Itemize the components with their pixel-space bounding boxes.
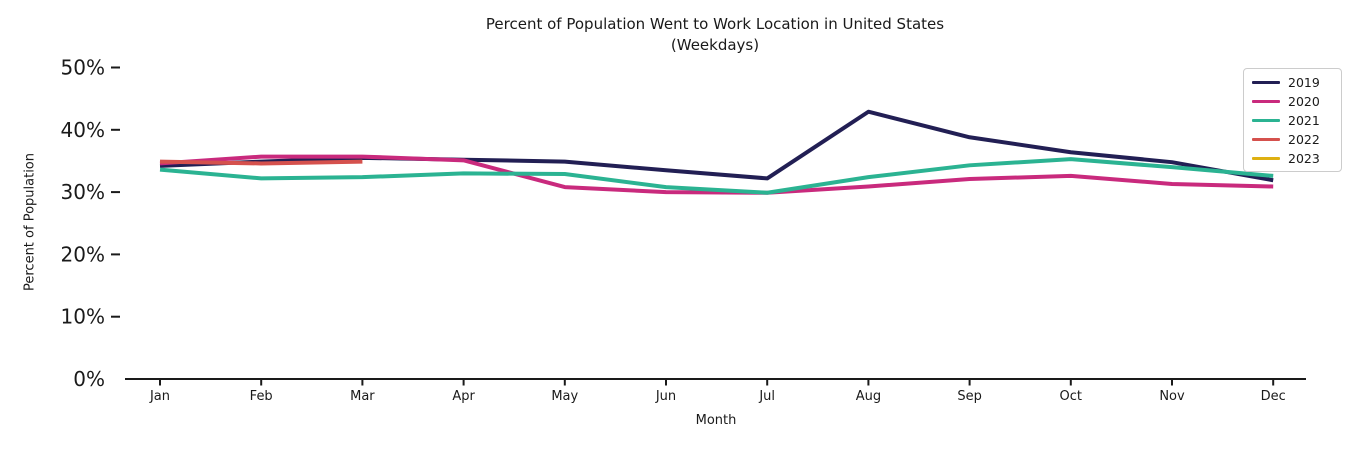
legend-swatch-2019	[1252, 81, 1280, 84]
chart-title-line1: Percent of Population Went to Work Locat…	[485, 15, 945, 33]
x-tick-label: Jun	[655, 389, 676, 404]
legend-item-2019: 2019	[1252, 76, 1333, 89]
y-tick-label: 30%	[61, 180, 105, 204]
x-tick-label: Jul	[758, 389, 775, 404]
legend-item-2020: 2020	[1252, 95, 1333, 108]
legend-label-2022: 2022	[1288, 132, 1320, 147]
x-axis-label: Month	[695, 413, 737, 428]
legend-label-2021: 2021	[1288, 113, 1320, 128]
y-tick-label: 50%	[61, 56, 105, 80]
legend-label-2019: 2019	[1288, 75, 1320, 90]
series-line-2020	[159, 154, 1274, 195]
y-tick-label: 20%	[61, 242, 105, 266]
legend-item-2022: 2022	[1252, 133, 1333, 146]
x-tick-label: Nov	[1159, 389, 1185, 404]
legend-label-2020: 2020	[1288, 94, 1320, 109]
x-tick-label: Feb	[250, 389, 273, 404]
legend-swatch-2020	[1252, 100, 1280, 103]
legend-swatch-2021	[1252, 119, 1280, 122]
series-line-2019	[159, 109, 1274, 183]
y-tick-label: 40%	[61, 118, 105, 142]
chart-title: Percent of Population Went to Work Locat…	[486, 14, 944, 56]
series-line-2022	[159, 159, 363, 166]
series-line-2021	[159, 157, 1274, 195]
legend-swatch-2022	[1252, 138, 1280, 141]
chart-title-line2: (Weekdays)	[670, 36, 760, 54]
y-tick-label: 10%	[61, 305, 105, 329]
legend-item-2021: 2021	[1252, 114, 1333, 127]
legend-item-2023: 2023	[1252, 152, 1333, 165]
legend-swatch-2023	[1252, 157, 1280, 160]
legend-label-2023: 2023	[1288, 151, 1320, 166]
x-tick-label: Dec	[1261, 389, 1286, 404]
x-tick-label: May	[551, 389, 578, 404]
x-tick-label: Aug	[856, 389, 881, 404]
x-tick-label: Jan	[149, 389, 170, 404]
x-tick-label: Oct	[1060, 389, 1082, 404]
x-tick-label: Sep	[957, 389, 982, 404]
x-tick-label: Mar	[350, 389, 375, 404]
legend: 2019 2020 2021 2022 2023	[1243, 68, 1342, 172]
y-tick-label: 0%	[73, 367, 105, 391]
x-tick-label: Apr	[452, 389, 475, 404]
